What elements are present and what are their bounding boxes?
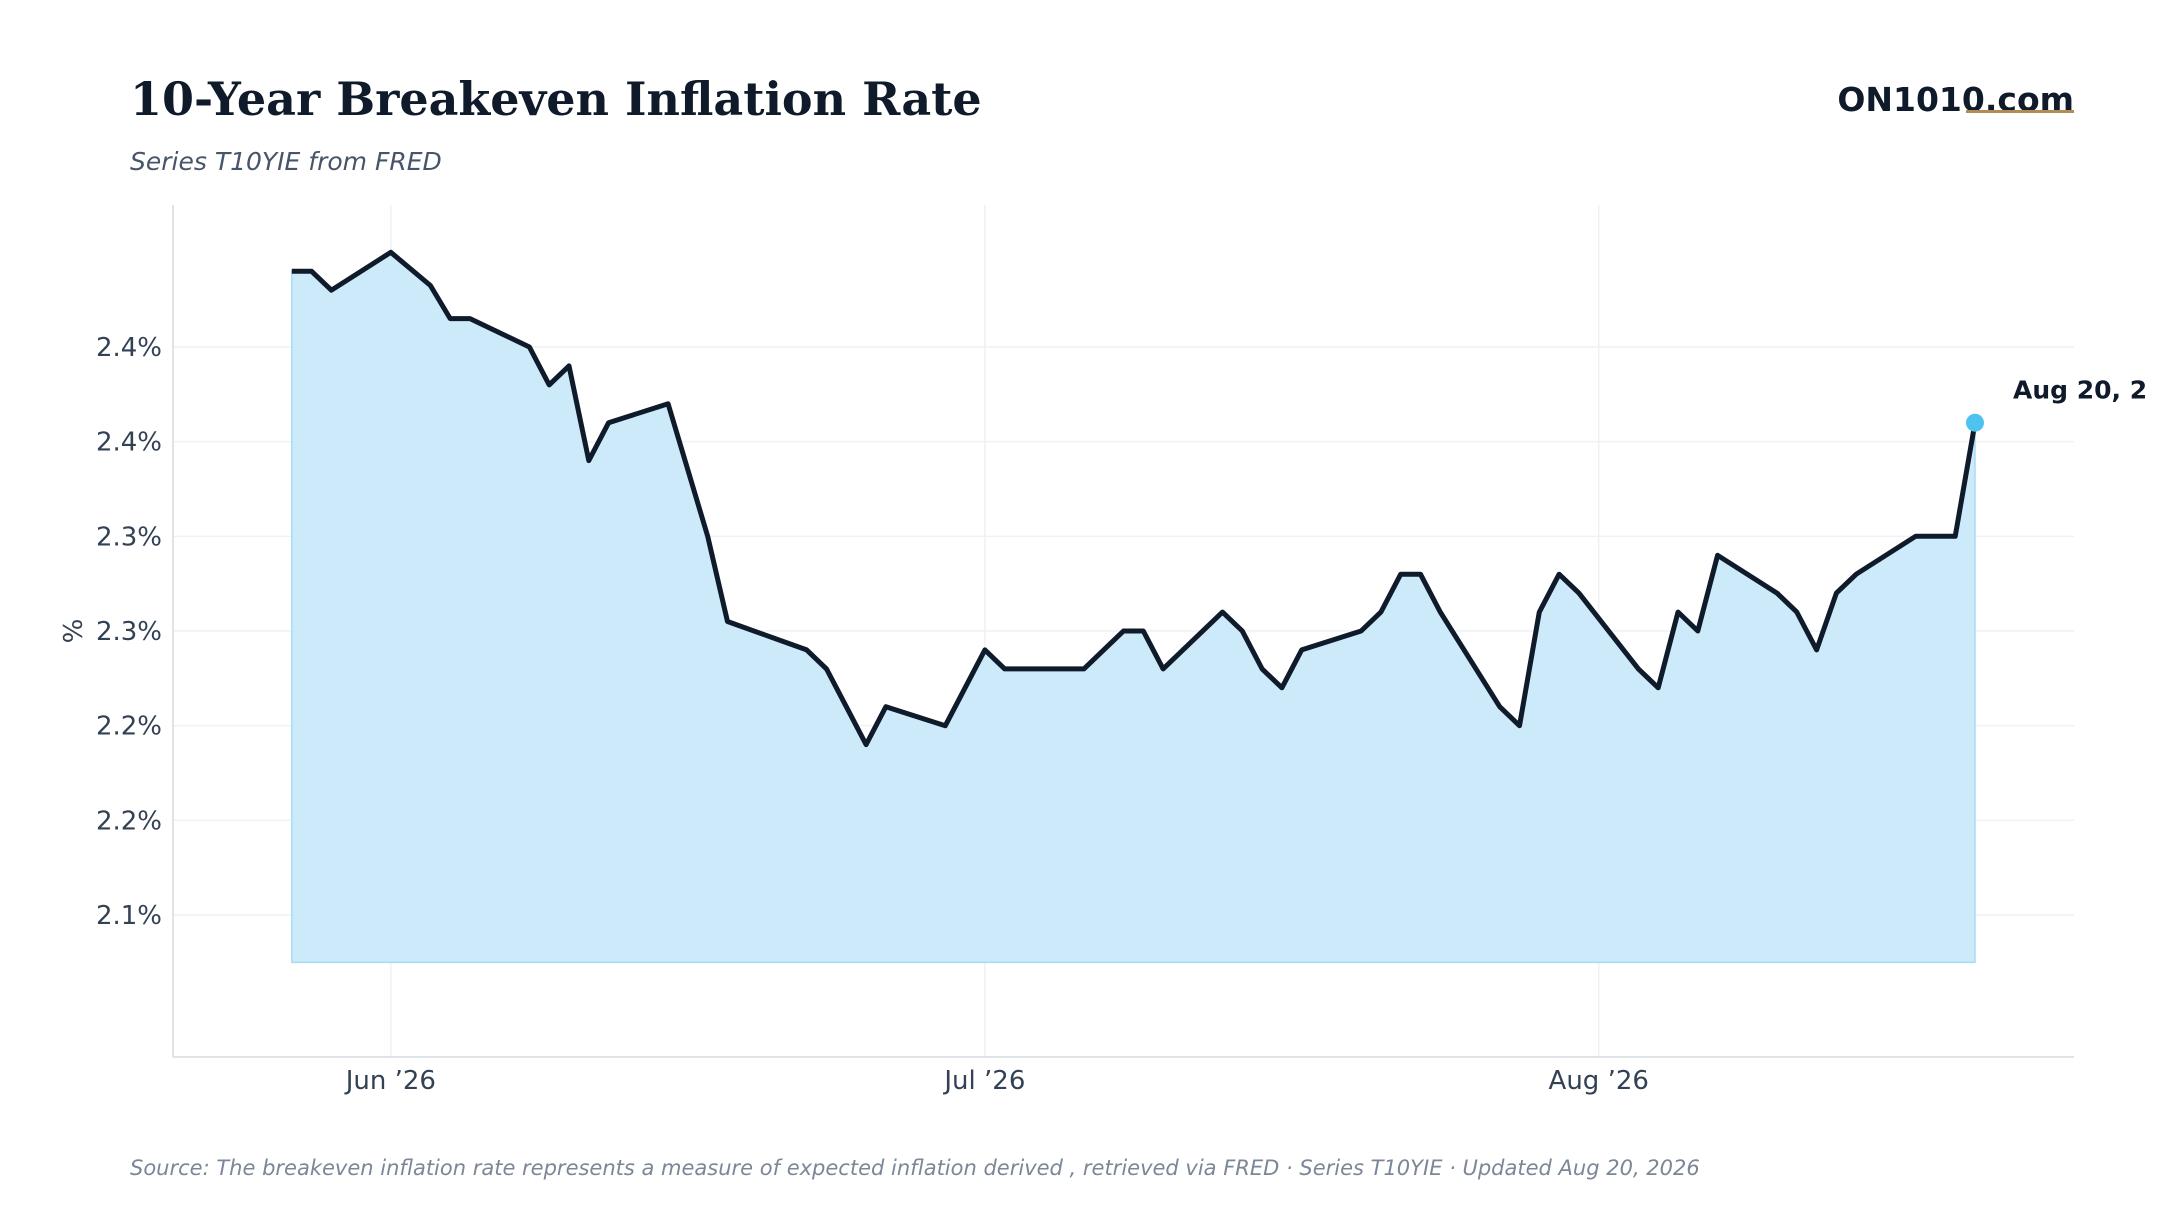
data-point bbox=[1716, 553, 1720, 557]
data-point bbox=[1419, 572, 1423, 576]
data-point bbox=[1498, 705, 1502, 709]
data-point bbox=[329, 288, 333, 292]
chart-title: 10-Year Breakeven Inflation Rate bbox=[130, 72, 982, 126]
data-point bbox=[943, 724, 947, 728]
data-point bbox=[1300, 648, 1304, 652]
data-point bbox=[1359, 629, 1363, 633]
data-point bbox=[527, 345, 531, 349]
latest-value-label: Aug 20, 2 bbox=[2013, 376, 2147, 405]
data-point bbox=[448, 317, 452, 321]
data-point bbox=[290, 269, 294, 273]
data-point bbox=[1379, 610, 1383, 614]
x-tick-label: Jul ’26 bbox=[942, 1066, 1025, 1096]
x-tick-label: Jun ’26 bbox=[344, 1066, 436, 1096]
y-tick-label: 2.4% bbox=[96, 428, 162, 458]
data-point bbox=[1953, 534, 1957, 538]
brand-underline bbox=[1966, 110, 2074, 113]
data-point bbox=[805, 648, 809, 652]
data-point bbox=[1141, 629, 1145, 633]
data-point bbox=[1102, 648, 1106, 652]
data-point bbox=[1914, 534, 1918, 538]
x-tick-label: Aug ’26 bbox=[1549, 1066, 1649, 1096]
data-point bbox=[310, 269, 314, 273]
area-fill bbox=[291, 251, 1976, 964]
area-layer bbox=[290, 249, 1978, 964]
data-point bbox=[428, 284, 432, 288]
data-point bbox=[1221, 610, 1225, 614]
data-point bbox=[864, 743, 868, 747]
data-point bbox=[706, 534, 710, 538]
data-point bbox=[1399, 572, 1403, 576]
data-point bbox=[1260, 667, 1264, 671]
data-point bbox=[1557, 572, 1561, 576]
data-point bbox=[1518, 724, 1522, 728]
data-point bbox=[983, 648, 987, 652]
data-point bbox=[587, 459, 591, 463]
data-point bbox=[468, 317, 472, 321]
y-tick-label: 2.3% bbox=[96, 522, 162, 552]
data-point bbox=[547, 383, 551, 387]
data-point bbox=[1161, 667, 1165, 671]
y-tick-label: 2.2% bbox=[96, 712, 162, 742]
data-point bbox=[1815, 648, 1819, 652]
y-tick-label: 2.4% bbox=[96, 333, 162, 363]
data-point bbox=[1438, 610, 1442, 614]
label-layer: 2.1% 2.2% 2.2% 2.3% 2.3% 2.4% 2.4% Jun ’26 Jul ’… bbox=[59, 333, 2147, 1096]
data-point bbox=[1676, 610, 1680, 614]
data-point bbox=[1122, 629, 1126, 633]
data-point bbox=[1636, 667, 1640, 671]
data-point bbox=[1795, 610, 1799, 614]
y-axis-label: % bbox=[59, 619, 89, 644]
data-point bbox=[1537, 610, 1541, 614]
data-point bbox=[1280, 686, 1284, 690]
data-point bbox=[666, 402, 670, 406]
data-point bbox=[1003, 667, 1007, 671]
data-point bbox=[1834, 591, 1838, 595]
data-point bbox=[726, 620, 730, 624]
data-point bbox=[1775, 591, 1779, 595]
data-point bbox=[1933, 534, 1937, 538]
data-point bbox=[884, 705, 888, 709]
y-tick-label: 2.2% bbox=[96, 806, 162, 836]
latest-point-marker bbox=[1965, 413, 1984, 432]
y-tick-label: 2.1% bbox=[96, 901, 162, 931]
axis-layer bbox=[172, 205, 2074, 1058]
data-point bbox=[1082, 667, 1086, 671]
data-point bbox=[389, 250, 393, 254]
data-point bbox=[607, 421, 611, 425]
data-point bbox=[825, 667, 829, 671]
series-line bbox=[291, 249, 1978, 748]
data-point bbox=[963, 686, 967, 690]
data-point bbox=[1656, 686, 1660, 690]
source-note: Source: The breakeven inflation rate rep… bbox=[130, 1156, 1700, 1180]
y-tick-label: 2.3% bbox=[96, 617, 162, 647]
data-point bbox=[844, 705, 848, 709]
data-point bbox=[1577, 591, 1581, 595]
data-point bbox=[1696, 629, 1700, 633]
chart-subtitle: Series T10YIE from FRED bbox=[130, 147, 442, 176]
data-point bbox=[1240, 629, 1244, 633]
data-point bbox=[567, 364, 571, 368]
data-point bbox=[1854, 572, 1858, 576]
